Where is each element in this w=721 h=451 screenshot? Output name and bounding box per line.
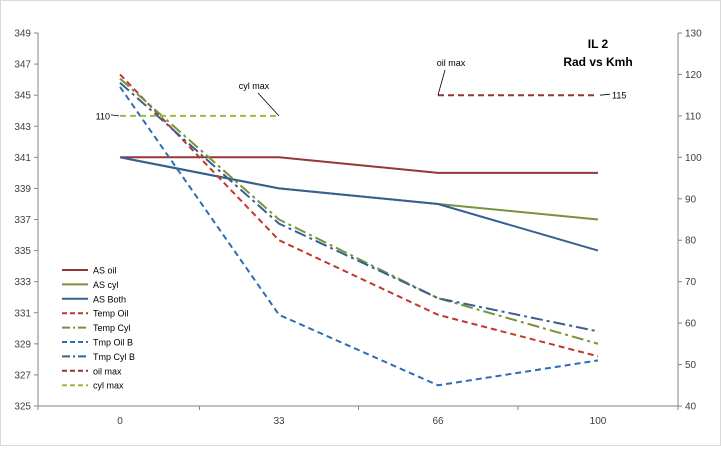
annotation-115: 115 (612, 91, 626, 101)
legend-label: cyl max (93, 381, 124, 391)
y-left-tick-label: 345 (14, 91, 31, 102)
legend-label: AS oil (93, 266, 117, 276)
annotation-leader (599, 93, 611, 96)
annotation-cyl-max: cyl max (239, 81, 270, 91)
y-left-tick-label: 325 (14, 402, 31, 413)
y-right-tick-label: 40 (685, 402, 697, 413)
y-left-tick-label: 327 (14, 370, 31, 381)
series-line-temp-cyl (119, 77, 599, 345)
annotation-leader (437, 69, 446, 96)
legend-label: Temp Oil (93, 309, 129, 319)
y-right-tick-label: 110 (685, 111, 701, 122)
y-right-tick-label: 70 (685, 277, 697, 288)
y-left-tick-label: 343 (14, 122, 31, 133)
y-right-tick-label: 100 (685, 153, 702, 164)
y-left-tick-label: 341 (14, 153, 31, 164)
y-left-tick-label: 349 (14, 29, 31, 40)
chart-title-line2: Rad vs Kmh (563, 55, 632, 69)
y-right-tick-label: 90 (685, 194, 697, 205)
legend-label: AS cyl (93, 280, 119, 290)
y-left-tick-label: 331 (14, 308, 31, 319)
y-left-tick-label: 347 (14, 60, 31, 71)
y-left-tick-label: 339 (14, 184, 31, 195)
chart-title-line1: IL 2 (588, 37, 609, 51)
series-line-tmp-cyl-b (119, 81, 599, 333)
legend-label: Temp Cyl (93, 323, 131, 333)
annotation-110: 110 (96, 111, 110, 121)
x-tick-label: 100 (590, 416, 607, 427)
legend-label: oil max (93, 366, 122, 376)
y-left-tick-label: 337 (14, 215, 31, 226)
series-line-as-both (119, 156, 599, 252)
y-left-tick-label: 333 (14, 277, 31, 288)
annotation-leader (110, 114, 120, 117)
legend-label: AS Both (93, 294, 126, 304)
y-left-tick-label: 335 (14, 246, 31, 257)
legend-label: Tmp Cyl B (93, 352, 135, 362)
annotation-leader (257, 92, 280, 117)
series-line-tmp-oil-b (119, 86, 599, 387)
y-left-tick-label: 329 (14, 339, 31, 350)
y-right-tick-label: 80 (685, 236, 697, 247)
y-right-tick-label: 130 (685, 29, 702, 40)
y-right-tick-label: 60 (685, 319, 697, 330)
x-tick-label: 0 (117, 416, 123, 427)
x-tick-label: 33 (273, 416, 285, 427)
x-tick-label: 66 (432, 416, 444, 427)
series-line-temp-oil (119, 73, 599, 358)
y-right-tick-label: 50 (685, 360, 697, 371)
annotation-oil-max: oil max (437, 58, 466, 68)
legend-label: Tmp Oil B (93, 338, 133, 348)
y-right-tick-label: 120 (685, 70, 702, 81)
